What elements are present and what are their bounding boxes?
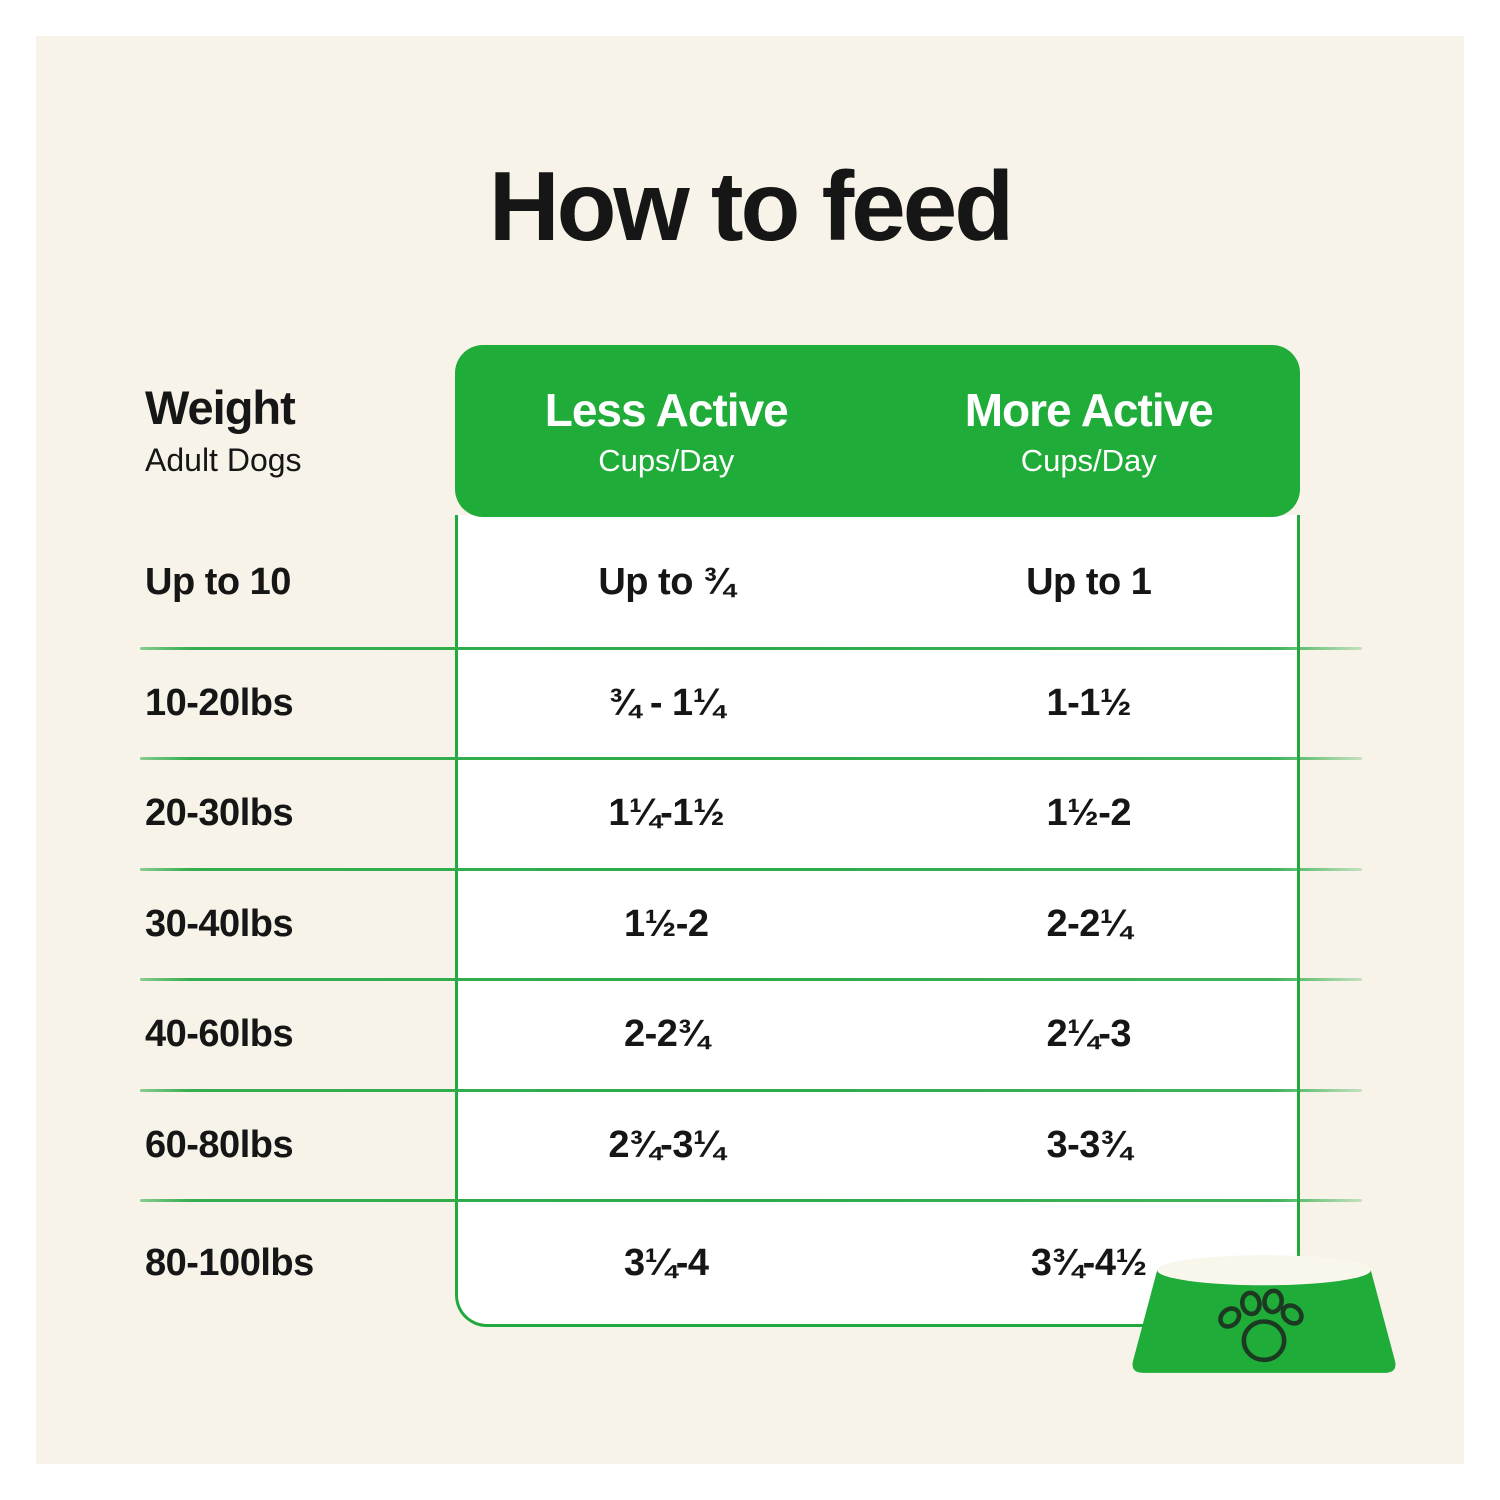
row-separator-line xyxy=(140,1199,1362,1202)
paw-print-icon xyxy=(1218,1288,1304,1363)
table-row: Up to 10 Up to ¾ Up to 1 xyxy=(140,517,1300,648)
row-less-active-value: 2¾-3¼ xyxy=(608,1123,725,1166)
feeding-table-body xyxy=(455,515,1300,1327)
row-less-active-value: 3¼-4 xyxy=(623,1242,709,1285)
row-weight-label: 60-80lbs xyxy=(145,1123,294,1166)
feeding-table-header: Less Active Cups/Day More Active Cups/Da… xyxy=(455,345,1300,517)
less-active-label: Less Active xyxy=(544,384,789,436)
row-more-active-value: 2-2¼ xyxy=(1046,902,1132,945)
page-title: How to feed xyxy=(488,151,1014,261)
row-weight-label: 30-40lbs xyxy=(145,902,294,945)
row-more-active-value: 3¾-4½ xyxy=(1030,1242,1147,1285)
table-row: 40-60lbs 2-2¾ 2¼-3 xyxy=(140,980,1300,1091)
column-header-less-active: Less Active Cups/Day xyxy=(455,383,878,479)
table-row: 10-20lbs ¾ - 1¼ 1-1½ xyxy=(140,648,1300,759)
row-less-active-value: 1½-2 xyxy=(623,902,709,945)
column-header-more-active: More Active Cups/Day xyxy=(878,383,1301,479)
weight-column-header: Weight Adult Dogs xyxy=(145,382,445,479)
row-weight-label: 40-60lbs xyxy=(145,1013,294,1056)
bowl-rim xyxy=(1157,1255,1371,1286)
weight-header-title: Weight xyxy=(145,381,296,434)
row-separator-line xyxy=(140,646,1362,650)
table-row: 60-80lbs 2¾-3¼ 3-3¾ xyxy=(140,1090,1300,1201)
row-weight-label: 80-100lbs xyxy=(145,1242,314,1285)
more-active-label: More Active xyxy=(964,384,1214,436)
row-separator-line xyxy=(140,1088,1362,1092)
less-active-sublabel: Cups/Day xyxy=(598,443,735,478)
row-less-active-value: 1¼-1½ xyxy=(608,792,725,835)
row-weight-label: 20-30lbs xyxy=(145,792,294,835)
table-row: 80-100lbs 3¼-4 3¾-4½ xyxy=(140,1201,1300,1328)
row-more-active-value: 2¼-3 xyxy=(1046,1013,1132,1056)
row-weight-label: 10-20lbs xyxy=(145,681,294,724)
row-more-active-value: 1-1½ xyxy=(1046,681,1132,724)
row-weight-label: Up to 10 xyxy=(145,561,291,603)
row-less-active-value: 2-2¾ xyxy=(623,1013,709,1056)
dog-bowl-icon xyxy=(1132,1255,1396,1373)
row-more-active-value: 1½-2 xyxy=(1046,792,1132,835)
table-row: 30-40lbs 1½-2 2-2¼ xyxy=(140,869,1300,980)
table-row: 20-30lbs 1¼-1½ 1½-2 xyxy=(140,759,1300,870)
row-less-active-value: ¾ - 1¼ xyxy=(608,681,725,724)
more-active-sublabel: Cups/Day xyxy=(1020,443,1157,478)
weight-header-subtitle: Adult Dogs xyxy=(145,441,302,478)
row-separator-line xyxy=(140,757,1362,760)
row-more-active-value: Up to 1 xyxy=(1026,561,1152,603)
row-separator-line xyxy=(140,867,1362,871)
row-more-active-value: 3-3¾ xyxy=(1046,1123,1132,1166)
row-less-active-value: Up to ¾ xyxy=(598,561,735,603)
dog-bowl-with-paw-print-icon xyxy=(1128,1252,1400,1382)
row-separator-line xyxy=(140,978,1362,981)
